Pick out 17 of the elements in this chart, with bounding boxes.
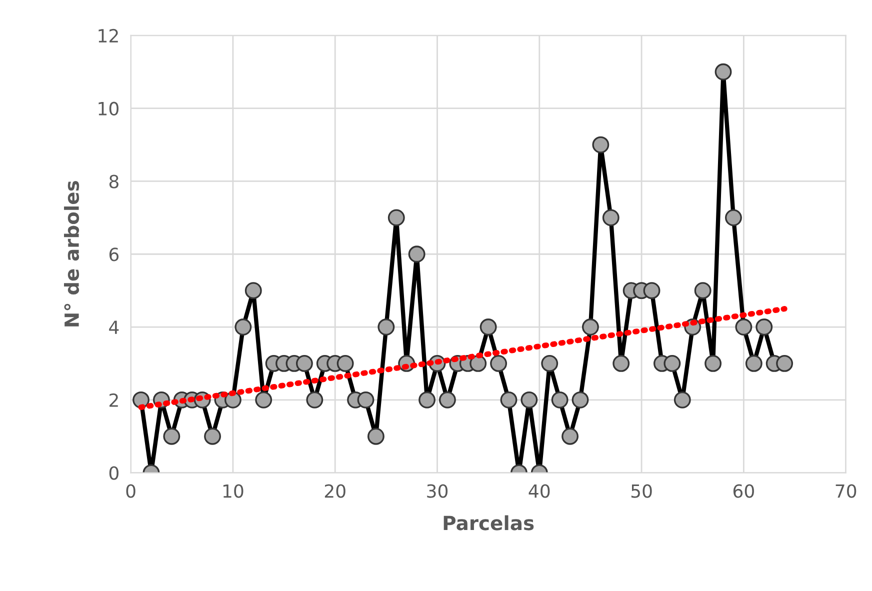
y-tick-label: 4 [109, 320, 119, 334]
x-tick-label: 40 [528, 484, 550, 498]
y-tick-label: 12 [98, 28, 118, 42]
y-tick-label: 8 [109, 174, 118, 188]
y-tick-label: 2 [110, 393, 118, 407]
x-axis-title: Parcelas [444, 515, 534, 530]
x-tick-label: 10 [223, 484, 244, 498]
x-tick-label: 60 [733, 484, 754, 498]
y-tick-label: 6 [109, 248, 119, 262]
x-tick-label: 0 [126, 484, 136, 498]
y-axis-title: N° de arboles [64, 181, 80, 326]
y-tick-label: 0 [109, 466, 118, 480]
y-tick-label: 10 [98, 102, 118, 116]
x-tick-label: 70 [836, 484, 856, 498]
x-tick-label: 20 [324, 484, 346, 498]
x-tick-label: 30 [427, 484, 448, 498]
x-tick-label: 50 [631, 484, 652, 498]
